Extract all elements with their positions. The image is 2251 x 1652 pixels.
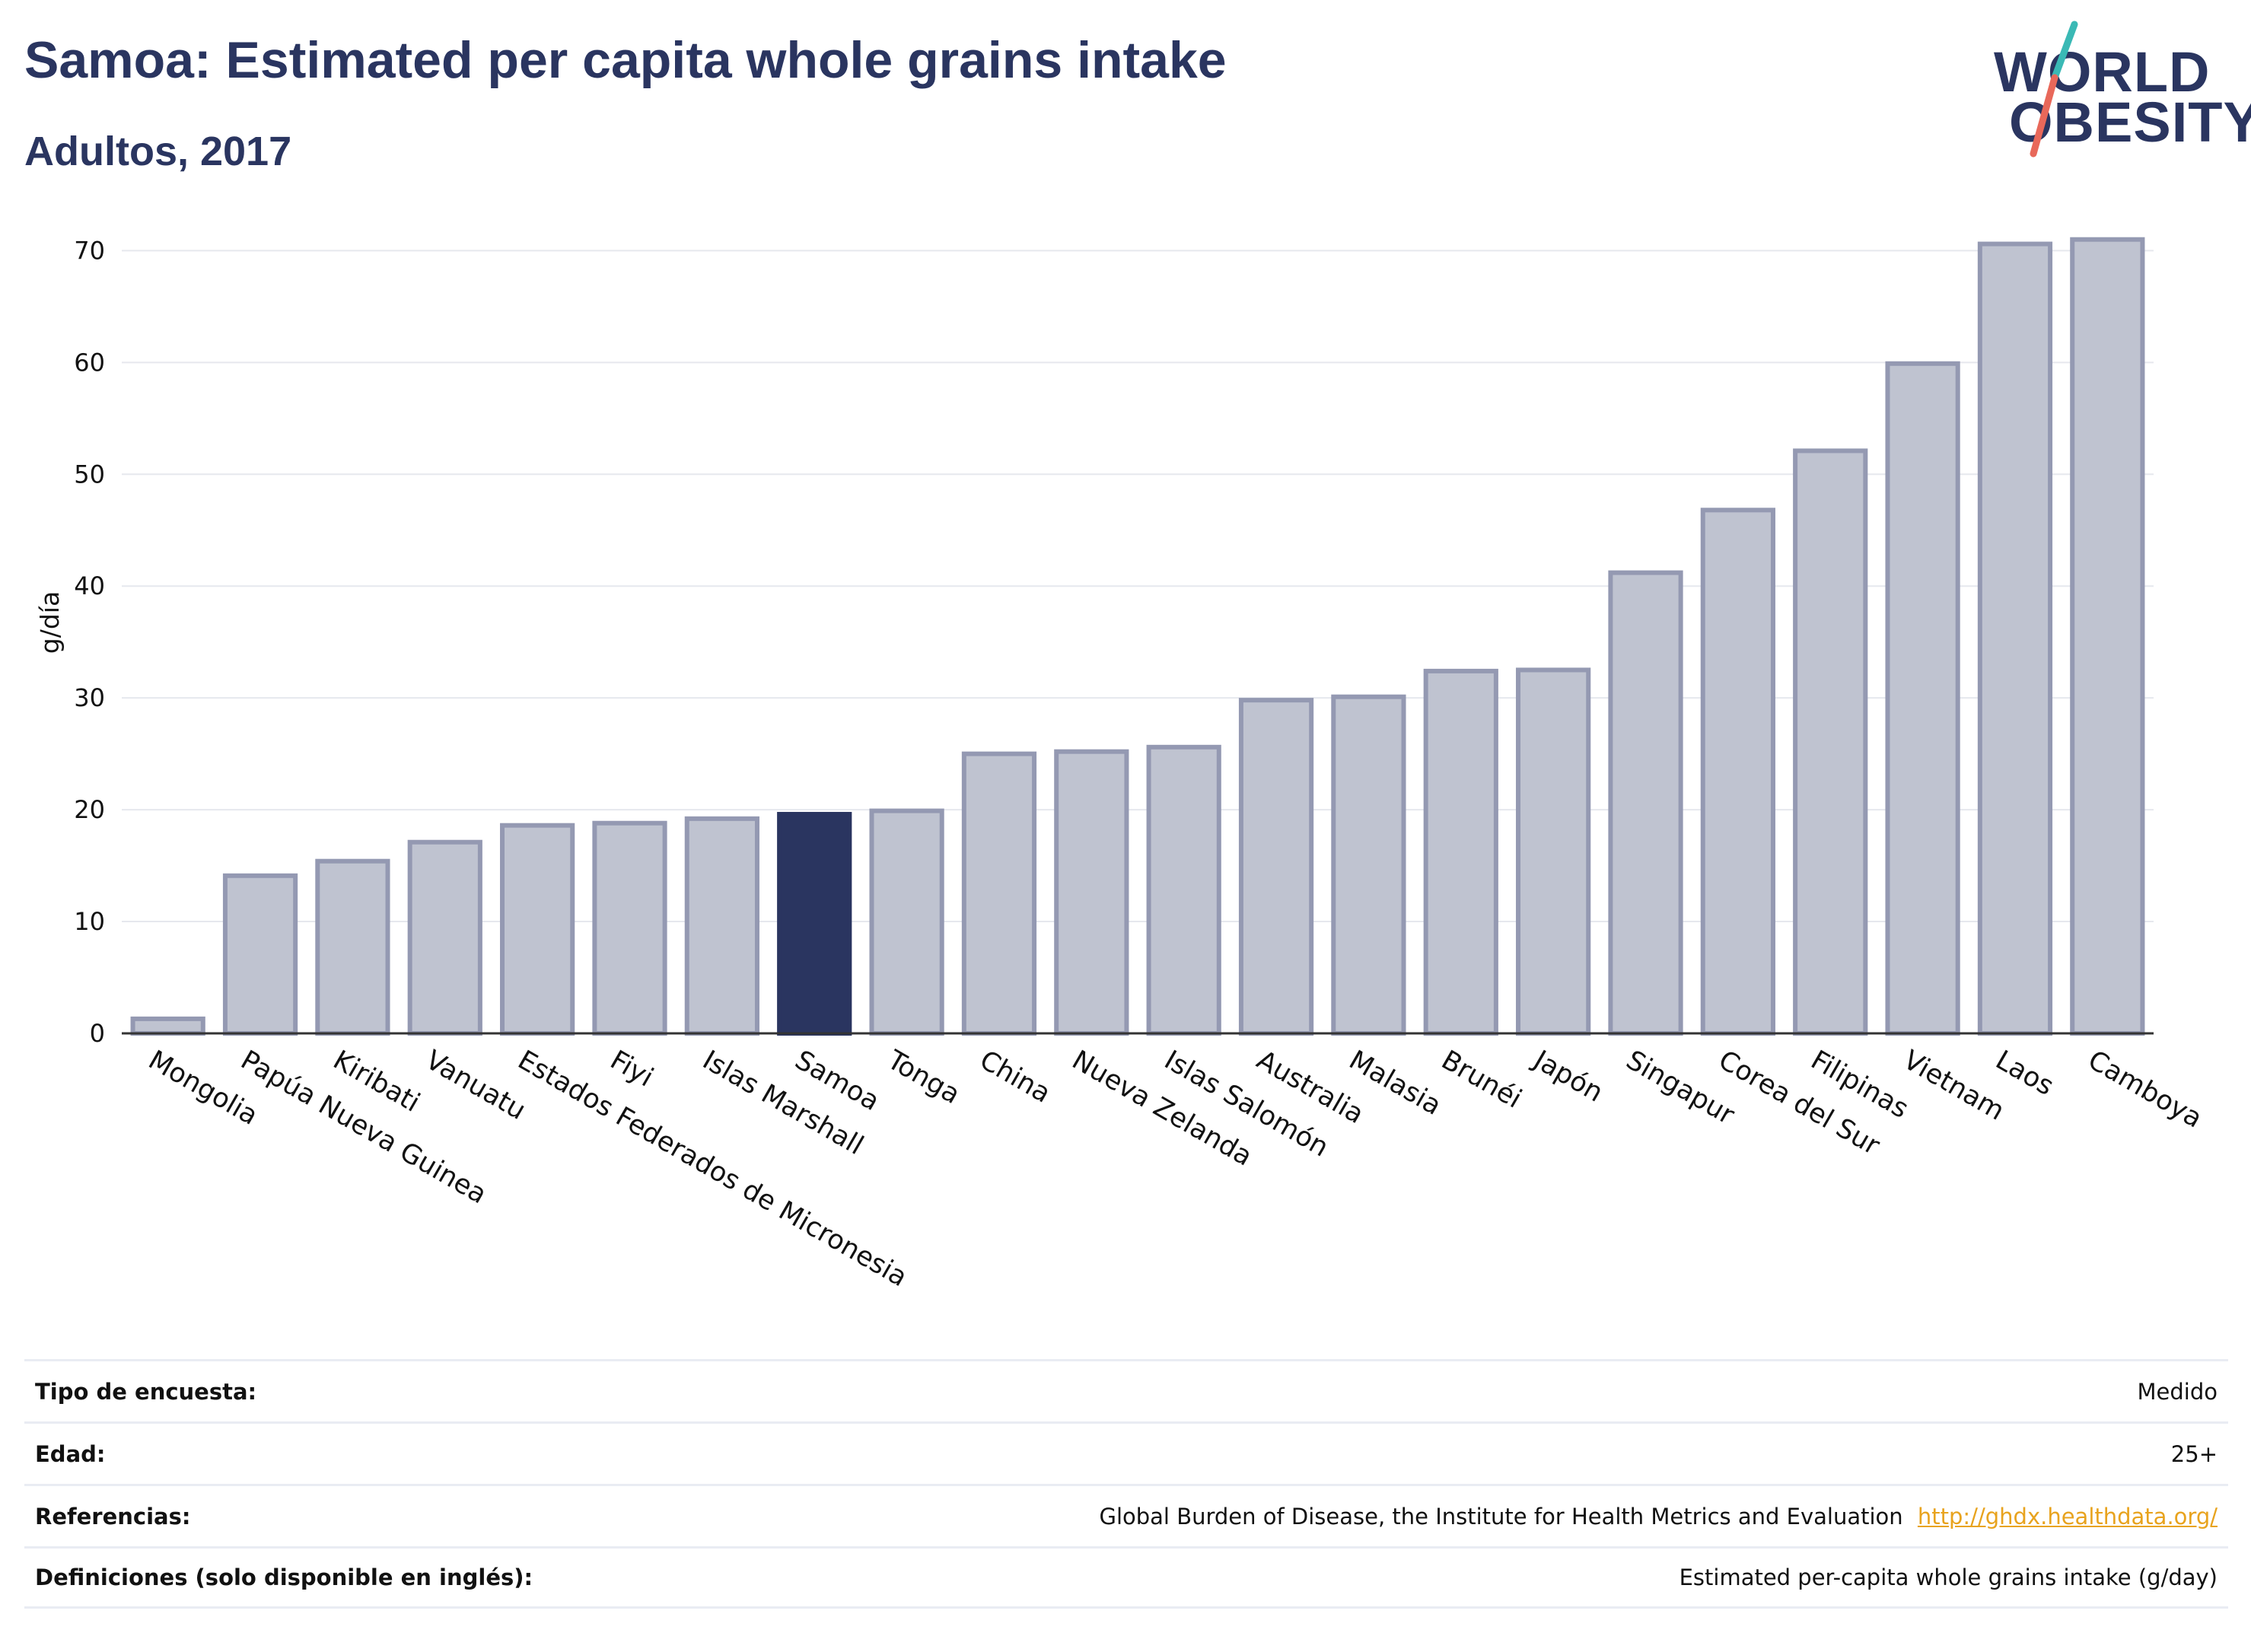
metadata-table: Tipo de encuesta: Medido Edad: 25+ Refer…	[24, 1359, 2228, 1609]
meta-row-definitions: Definiciones (solo disponible en inglés)…	[24, 1546, 2228, 1609]
bar	[1054, 749, 1129, 1036]
bar	[1793, 448, 1868, 1036]
x-tick-label: Tonga	[881, 1045, 965, 1110]
meta-label: Definiciones (solo disponible en inglés)…	[35, 1564, 533, 1590]
meta-value: Medido	[2137, 1378, 2218, 1405]
x-tick-label: Islas Marshall	[697, 1045, 868, 1161]
x-tick-label: China	[974, 1045, 1055, 1109]
y-axis-label: g/día	[35, 591, 65, 654]
x-tick-label: Corea del Sur	[1713, 1045, 1885, 1161]
bar	[961, 751, 1037, 1036]
bar	[1977, 241, 2053, 1036]
y-tick-label: 50	[74, 460, 105, 489]
meta-value: Estimated per-capita whole grains intake…	[1679, 1564, 2218, 1590]
bar	[222, 873, 298, 1036]
meta-value-group: Global Burden of Disease, the Institute …	[1099, 1504, 2218, 1529]
x-tick-label: Laos	[1990, 1045, 2058, 1102]
logo-slash-icon	[2030, 21, 2078, 158]
logo-word-top: WORLD	[1994, 40, 2211, 103]
bar	[869, 808, 944, 1036]
x-tick-label: Vietnam	[1898, 1045, 2009, 1127]
bar	[1700, 508, 1775, 1036]
page-subtitle: Adultos, 2017	[24, 129, 292, 174]
y-tick-label: 10	[74, 907, 105, 936]
y-tick-label: 70	[74, 236, 105, 265]
x-tick-label: Japón	[1527, 1044, 1608, 1108]
reference-link[interactable]: http://ghdx.healthdata.org/	[1917, 1503, 2218, 1529]
bar	[1608, 570, 1683, 1036]
bar	[1516, 667, 1591, 1036]
meta-row-survey-type: Tipo de encuesta: Medido	[24, 1359, 2228, 1421]
meta-row-references: Referencias: Global Burden of Disease, t…	[24, 1484, 2228, 1546]
bar-highlighted	[777, 811, 852, 1036]
bar	[1331, 694, 1406, 1036]
meta-label: Edad:	[35, 1440, 106, 1467]
bar	[1238, 698, 1314, 1036]
meta-row-age: Edad: 25+	[24, 1421, 2228, 1484]
page-title: Samoa: Estimated per capita whole grains…	[24, 31, 1227, 89]
bar	[1146, 744, 1221, 1036]
x-tick-label: Fiyi	[605, 1045, 658, 1093]
x-tick-label: Vanuatu	[420, 1045, 530, 1126]
x-tick-label: Brunéi	[1436, 1045, 1527, 1115]
y-tick-label: 60	[74, 348, 105, 377]
bar	[407, 839, 482, 1036]
bar	[2070, 237, 2145, 1036]
bar	[500, 823, 575, 1036]
meta-label: Referencias:	[35, 1503, 191, 1529]
bar	[130, 1016, 205, 1036]
bar	[592, 820, 667, 1036]
bars	[122, 237, 2154, 1036]
bar	[684, 816, 759, 1036]
meta-label: Tipo de encuesta:	[35, 1378, 257, 1405]
bar	[1423, 668, 1498, 1036]
y-tick-label: 20	[74, 795, 105, 824]
world-obesity-logo: WORLD OBESITY	[1979, 15, 2251, 167]
y-tick-label: 40	[74, 571, 105, 600]
y-tick-labels: 0 10 20 30 40 50 60 70	[74, 236, 105, 1048]
meta-value: Global Burden of Disease, the Institute …	[1099, 1503, 1903, 1529]
bar	[315, 858, 390, 1036]
x-tick-label: Camboya	[2083, 1045, 2208, 1135]
bar	[1885, 361, 1960, 1036]
meta-value: 25+	[2170, 1440, 2218, 1467]
y-tick-label: 30	[74, 683, 105, 712]
y-tick-label: 0	[90, 1019, 105, 1048]
